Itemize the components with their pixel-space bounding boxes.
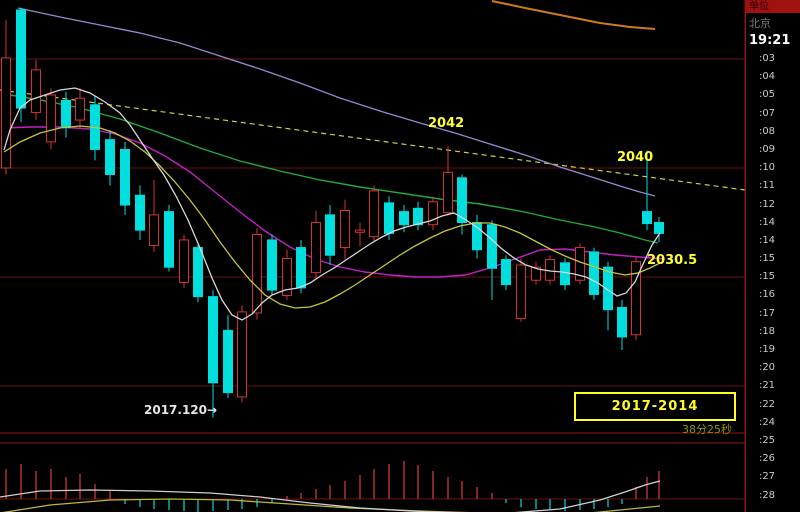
tick-time: :05 (758, 89, 776, 101)
tick-time: :24 (758, 416, 776, 428)
sidebar-city-label: 北京 (749, 17, 771, 30)
sidebar-clock: 19:21 (749, 33, 791, 48)
tick-time: :14 (758, 216, 776, 228)
tick-time: :08 (758, 125, 776, 137)
price-chart-canvas[interactable] (0, 0, 746, 512)
tick-time-list[interactable]: :03 :04 :05 :07 :08 :09 :10 :11 :12 :14 :14 :15 :15:… (746, 50, 800, 505)
tick-time: :17 (758, 307, 776, 319)
tick-time: :04 (758, 71, 776, 83)
tick-time: :27 (758, 471, 776, 483)
tick-time: :21 (758, 380, 776, 392)
tick-time: :22 (758, 398, 776, 410)
annotation-recent-high: 2040 (617, 150, 654, 165)
annotation-countdown-timer: 38分25秒 (682, 423, 732, 436)
tick-time: :15 (758, 253, 776, 265)
tick-time: :26 (758, 453, 776, 465)
annotation-peak-price: 2042 (428, 116, 465, 131)
tick-time: :18 (758, 325, 776, 337)
quote-sidebar: 单位 北京 19:21 :03 :04 :05 :07 :08 :09 :10 :11 :12:… (746, 0, 800, 512)
sidebar-header: 单位 (746, 0, 800, 13)
tick-time: :07 (758, 107, 776, 119)
tick-time: :19 (758, 344, 776, 355)
tick-time: :16 (758, 289, 776, 301)
tick-time: :28 (758, 489, 776, 501)
tick-time: :14 (758, 234, 776, 246)
annotation-session-low: 2017.120→ (144, 403, 218, 417)
tick-time: :09 (758, 143, 776, 155)
tick-time: :15 (758, 271, 776, 283)
annotation-support-level: 2030.5 (647, 253, 698, 268)
tick-time: :11 (758, 180, 776, 192)
tick-time: :12 (758, 198, 776, 210)
annotation-range-box[interactable]: 2017-2014 (574, 392, 736, 421)
tick-time: :10 (758, 162, 776, 174)
tick-time: :03 (758, 53, 776, 64)
tick-time: :25 (758, 434, 776, 446)
tick-time: :20 (758, 362, 776, 374)
